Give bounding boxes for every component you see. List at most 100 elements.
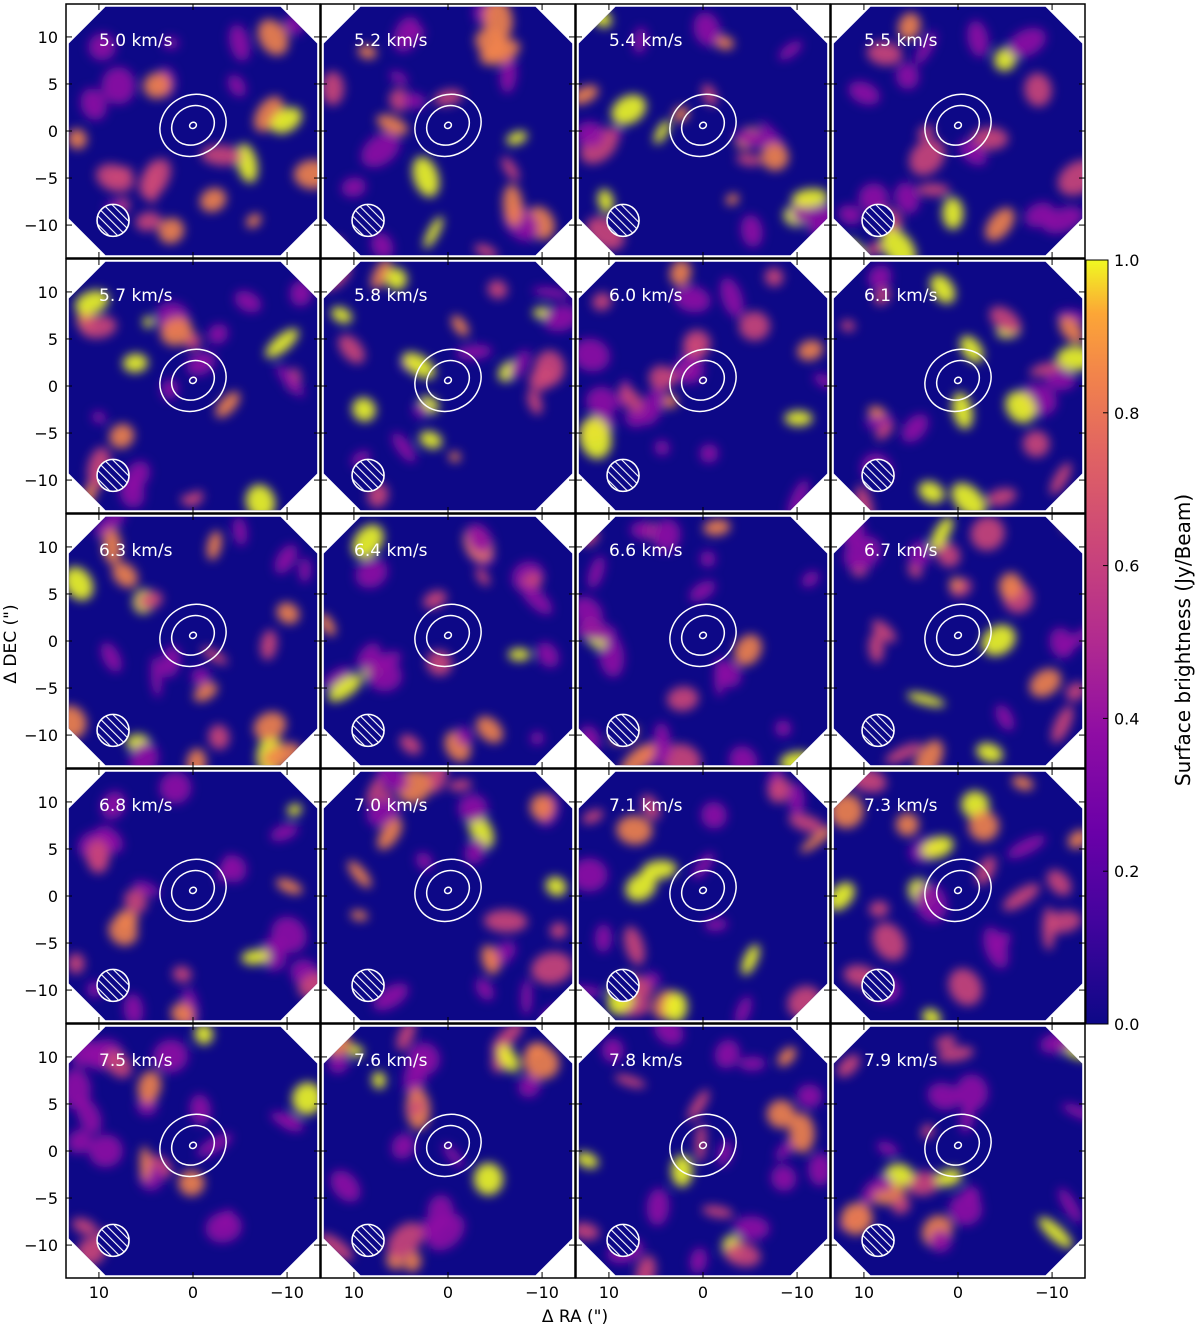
emission-blob [648, 365, 675, 391]
emission-blob [700, 801, 727, 829]
emission-blob [895, 812, 919, 837]
emission-blob [623, 926, 645, 966]
panel-ticks: 10 0 −10 [831, 1024, 1085, 1302]
emission-blob [401, 92, 426, 109]
contour-ellipse [924, 858, 992, 923]
contour-ellipse [443, 121, 453, 130]
contour-ellipse [953, 631, 963, 640]
channel-velocity-label: 6.8 km/s [99, 796, 173, 816]
channel-panel: 7.0 km/s [320, 768, 576, 1024]
channel-panel: 6.1 km/s [830, 258, 1086, 514]
emission-map [68, 516, 318, 766]
emission-blob [265, 328, 299, 358]
emission-map [578, 771, 828, 1021]
emission-blob [719, 277, 744, 318]
emission-blob [578, 858, 608, 892]
x-tick-label: −10 [525, 1283, 559, 1302]
emission-blob [74, 290, 109, 315]
emission-blob [102, 528, 122, 565]
emission-blob [908, 540, 932, 568]
emission-blob [778, 40, 803, 61]
emission-blobs [68, 516, 312, 766]
emission-blob [426, 1213, 465, 1251]
beam-ellipse [96, 968, 130, 1003]
emission-blob [774, 719, 792, 737]
emission-blob [875, 421, 894, 441]
contour-ellipse [935, 104, 981, 146]
emission-map [833, 1026, 1083, 1276]
colorbar-tick-label: 0.6 [1114, 557, 1139, 576]
emission-blob [611, 94, 647, 126]
beam-ellipse [606, 713, 640, 748]
emission-blob [796, 1084, 823, 1109]
emission-blob [871, 619, 897, 643]
emission-blob [1059, 316, 1083, 344]
emission-blob [292, 1082, 318, 1115]
contour-ellipse [414, 348, 482, 413]
contour-ellipse [414, 1113, 482, 1178]
panel-ticks: 10 5 0 −5 −10 [24, 769, 320, 1023]
emission-blob [594, 923, 612, 953]
y-tick-label: −5 [34, 934, 58, 953]
emission-blob [959, 335, 984, 363]
emission-blob [448, 451, 461, 463]
emission-blob [689, 580, 716, 602]
channel-velocity-label: 7.6 km/s [354, 1051, 428, 1071]
emission-blob [689, 1247, 708, 1274]
emission-blob [123, 993, 144, 1021]
emission-blob [837, 1054, 860, 1078]
continuum-contours [669, 93, 737, 158]
emission-blobs [578, 1026, 828, 1276]
emission-blob [797, 340, 824, 361]
emission-blob [1029, 668, 1062, 698]
emission-blob [373, 983, 409, 1011]
emission-blob [162, 36, 179, 50]
emission-blob [366, 775, 384, 805]
contour-ellipse [414, 93, 482, 158]
emission-blob [207, 323, 229, 345]
y-tick-label: −10 [24, 726, 58, 745]
emission-blob [80, 315, 117, 339]
emission-blob [193, 682, 218, 702]
y-tick-label: −10 [24, 1236, 58, 1255]
emission-blob [667, 686, 699, 712]
emission-blob [355, 558, 388, 589]
x-tick-label: −10 [780, 1283, 814, 1302]
emission-blob [881, 228, 917, 256]
emission-blob [813, 373, 828, 389]
y-tick-label: 5 [48, 585, 58, 604]
continuum-contours [159, 858, 227, 923]
emission-blob [734, 129, 773, 148]
y-tick-label: 10 [38, 28, 58, 47]
beam-ellipse [96, 458, 130, 493]
beam-ellipse [351, 203, 385, 238]
emission-blob [736, 153, 762, 166]
emission-blob [683, 329, 711, 358]
emission-blob [391, 1133, 415, 1160]
contour-ellipse [698, 1141, 708, 1150]
emission-blob [385, 267, 408, 290]
emission-blob [352, 397, 376, 422]
emission-blob [402, 352, 436, 379]
channel-panel: 7.3 km/s [830, 768, 1086, 1024]
colorbar-tick-label: 1.0 [1114, 251, 1139, 270]
emission-blob [942, 197, 964, 230]
channel-panel: 6.7 km/s [830, 513, 1086, 769]
emission-blob [929, 1230, 952, 1253]
emission-blob [455, 726, 473, 746]
channel-panel: 6.3 km/s 10 5 0 −5 −10 [24, 513, 321, 769]
channel-velocity-label: 5.8 km/s [354, 286, 428, 306]
continuum-contours [669, 603, 737, 668]
contour-ellipse [425, 869, 471, 911]
continuum-contours [924, 93, 992, 158]
emission-blob [137, 1070, 162, 1103]
emission-blob [170, 1002, 194, 1021]
emission-blob [981, 624, 1016, 656]
emission-blob [664, 991, 688, 1021]
emission-blob [366, 797, 401, 827]
panel-ticks: 10 5 0 −5 −10 [24, 514, 320, 768]
emission-blob [630, 521, 657, 540]
emission-blob [71, 1217, 98, 1236]
emission-blobs [323, 261, 573, 508]
contour-ellipse [159, 858, 227, 923]
